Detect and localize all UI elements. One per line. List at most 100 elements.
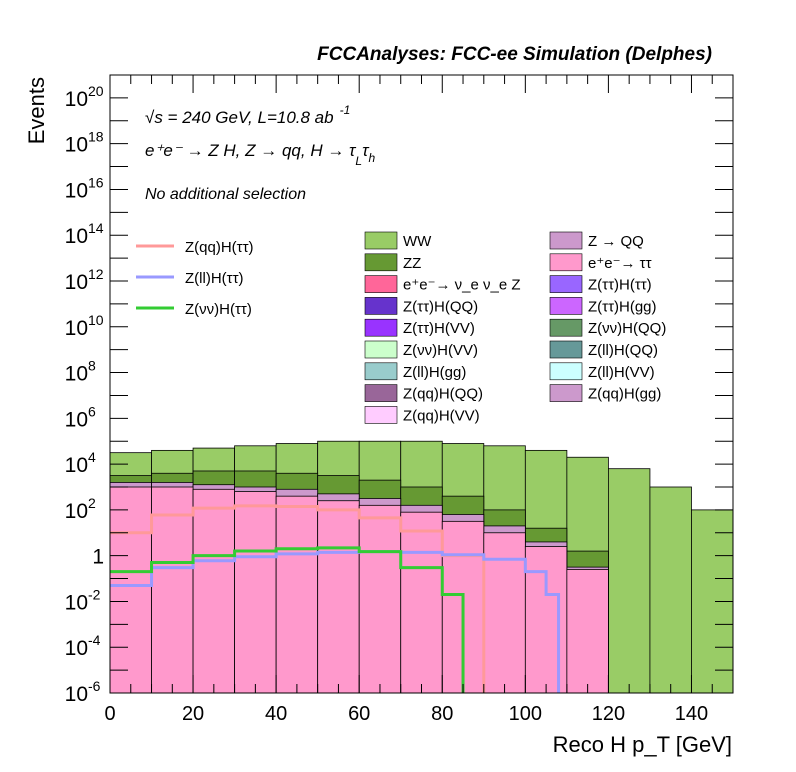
- legend-swatch: [364, 275, 398, 293]
- stack-bar: [358, 504, 402, 694]
- y-tick-base: 10: [65, 363, 88, 386]
- legend-swatch: [549, 231, 583, 250]
- y-tick-exp: 12: [88, 266, 104, 282]
- legend-swatch: [549, 275, 583, 293]
- stack-bar: [524, 546, 568, 694]
- y-tick-exp: 4: [88, 449, 96, 465]
- y-tick-base: 10: [65, 88, 88, 111]
- legend-label: Z(ll)H(gg): [403, 364, 466, 381]
- energy-exp: -1: [340, 103, 351, 117]
- y-tick-label: 10: [65, 591, 88, 614]
- y-tick-label: 10: [65, 225, 88, 248]
- signal-legend-label: Z(νν)H(ττ): [185, 301, 252, 318]
- y-tick-exp: 20: [88, 83, 104, 99]
- y-tick-label: 10: [65, 317, 88, 340]
- y-tick-label: 10: [65, 408, 88, 431]
- y-tick-label: 10: [65, 363, 88, 386]
- chart-title: FCCAnalyses: FCC-ee Simulation (Delphes): [317, 44, 712, 65]
- stack-bars: [109, 440, 734, 694]
- legend-label: Z(ττ)H(QQ): [403, 298, 478, 315]
- y-tick-exp: -4: [88, 632, 101, 648]
- stack-bar: [483, 532, 526, 694]
- x-tick-label: 80: [431, 703, 453, 725]
- y-tick-exp: -2: [88, 586, 101, 602]
- legend-swatch: [549, 384, 583, 402]
- legend-label: ZZ: [403, 255, 421, 272]
- y-tick-base: 10: [65, 637, 88, 660]
- y-tick-base: 1: [92, 546, 104, 569]
- legend-label: Z(νν)H(QQ): [588, 320, 666, 337]
- legend-swatch: [549, 253, 583, 272]
- stack-bar: [566, 569, 609, 694]
- stack-bar: [275, 495, 319, 694]
- x-tick-label: 40: [265, 703, 287, 725]
- process-mid: τ: [362, 141, 370, 160]
- y-tick-base: 10: [65, 591, 88, 614]
- y-tick-label: 10: [65, 179, 88, 202]
- legend-swatch: [364, 297, 398, 315]
- y-tick-exp: 14: [88, 220, 104, 236]
- legend-swatch: [364, 318, 398, 337]
- legend-label: Z(νν)H(VV): [403, 342, 478, 359]
- legend-label: WW: [403, 233, 432, 250]
- y-tick-exp: 2: [88, 495, 96, 511]
- y-tick-base: 10: [65, 271, 88, 294]
- y-tick-label: 10: [65, 454, 88, 477]
- x-tick-label: 140: [675, 703, 708, 725]
- legend-swatch: [364, 406, 398, 424]
- y-tick-base: 10: [65, 179, 88, 202]
- legend-swatch: [549, 297, 583, 315]
- energy-annotation: √s = 240 GeV, L=10.8 ab -1: [145, 103, 350, 127]
- legend-label: Z → QQ: [588, 233, 644, 250]
- legend-swatch: [549, 340, 583, 359]
- legend-label: Z(ll)H(VV): [588, 364, 655, 381]
- y-tick-label: 1: [92, 546, 104, 569]
- x-tick-label: 20: [182, 703, 204, 725]
- process-annotation: e⁺e⁻ → Z H, Z → qq, H → τLτh: [145, 141, 375, 168]
- legend-label: Z(qq)H(QQ): [403, 386, 483, 403]
- stack-bar: [649, 486, 692, 694]
- y-tick-exp: 18: [88, 129, 104, 145]
- y-tick-exp: 16: [88, 174, 104, 190]
- x-tick-label: 120: [592, 703, 625, 725]
- process-sub2: h: [368, 151, 375, 165]
- y-tick-exp: 8: [88, 358, 96, 374]
- y-tick-base: 10: [65, 225, 88, 248]
- stack-bar: [608, 468, 651, 694]
- y-tick-label: 10: [65, 134, 88, 157]
- x-axis-ticks: 0 20 40 60 80 100 120 140: [104, 75, 734, 725]
- legend-label: Z(qq)H(gg): [588, 386, 661, 403]
- stack-bar: [317, 500, 360, 694]
- signal-legend-label: Z(ll)H(ττ): [185, 270, 244, 287]
- stack-bar: [151, 486, 194, 694]
- y-tick-base: 10: [65, 500, 88, 523]
- process-sub1: L: [355, 154, 362, 168]
- signal-legend-label: Z(qq)H(ττ): [185, 239, 254, 256]
- process-text: e⁺e⁻ → Z H, Z → qq, H → τ: [145, 141, 357, 160]
- signal-line-2: [110, 546, 465, 693]
- signal-legend: Z(qq)H(ττ) Z(ll)H(ττ) Z(νν)H(ττ): [136, 239, 254, 318]
- legend-label: Z(qq)H(VV): [403, 407, 480, 424]
- legend-swatch: [364, 384, 398, 402]
- stack-bar: [234, 491, 277, 694]
- y-tick-base: 10: [65, 317, 88, 340]
- legend-label: Z(ττ)H(ττ): [588, 277, 652, 294]
- y-tick-base: 10: [65, 408, 88, 431]
- legend-label: e⁺e⁻→ ττ: [588, 255, 652, 272]
- y-tick-exp: 10: [88, 312, 104, 328]
- legend-swatch: [364, 362, 398, 381]
- legend-label: Z(ll)H(QQ): [588, 342, 658, 359]
- signal-curves: [110, 504, 561, 693]
- legend-label: Z(ττ)H(gg): [588, 298, 657, 315]
- legend-label: e⁺e⁻→ ν_e ν_e Z: [403, 277, 521, 294]
- y-tick-label: 10: [65, 500, 88, 523]
- legend-swatch: [549, 318, 583, 337]
- legend-label: Z(ττ)H(VV): [403, 320, 475, 337]
- y-tick-base: 10: [65, 683, 88, 706]
- y-tick-label: 10: [65, 637, 88, 660]
- selection-annotation: No additional selection: [145, 186, 306, 203]
- y-tick-label: 10: [65, 271, 88, 294]
- x-tick-label: 60: [348, 703, 370, 725]
